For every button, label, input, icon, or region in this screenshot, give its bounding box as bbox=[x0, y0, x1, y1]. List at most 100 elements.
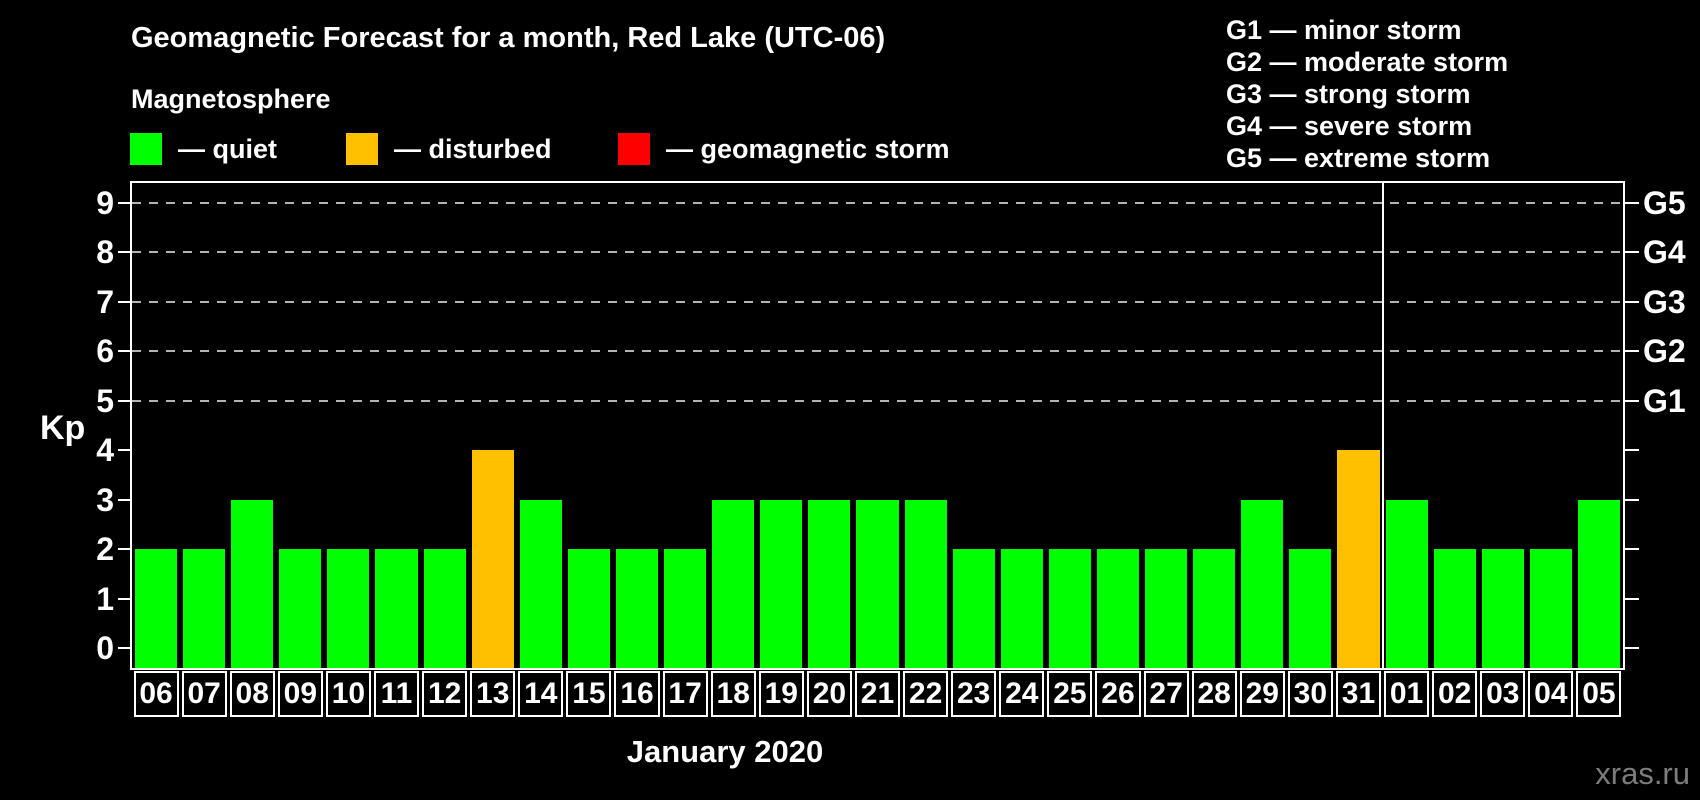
day-label-22: 22 bbox=[903, 671, 949, 717]
day-label-31: 31 bbox=[1335, 671, 1381, 717]
plot-area bbox=[130, 181, 1625, 670]
y-tick-right-2 bbox=[1625, 548, 1639, 551]
day-label-19: 19 bbox=[758, 671, 804, 717]
bar-day-30 bbox=[1289, 549, 1332, 668]
bar-day-11 bbox=[375, 549, 418, 668]
y-tick-label-9: 9 bbox=[96, 184, 114, 221]
legend-item-storm: — geomagnetic storm bbox=[618, 133, 950, 165]
bar-day-18 bbox=[712, 499, 755, 668]
y-tick-label-4: 4 bbox=[96, 432, 114, 469]
day-label-25: 25 bbox=[1047, 671, 1093, 717]
y-tick-left-8 bbox=[118, 251, 130, 254]
y-tick-label-3: 3 bbox=[96, 481, 114, 518]
gridline-kp7 bbox=[132, 300, 1623, 303]
g1-legend-line: G1 — minor storm bbox=[1226, 15, 1462, 45]
y-tick-right-5 bbox=[1625, 399, 1639, 402]
bar-day-29 bbox=[1241, 499, 1284, 668]
y-tick-label-7: 7 bbox=[96, 283, 114, 320]
g-scale-legend: G1 — minor storm G2 — moderate storm G3 … bbox=[1226, 14, 1508, 174]
day-label-13: 13 bbox=[470, 671, 516, 717]
bar-day-25 bbox=[1048, 549, 1091, 668]
quiet-color-swatch bbox=[130, 133, 162, 165]
g2-legend-line: G2 — moderate storm bbox=[1226, 47, 1509, 77]
bar-day-14 bbox=[519, 499, 562, 668]
storm-color-swatch bbox=[618, 133, 650, 165]
y-tick-left-2 bbox=[118, 548, 130, 551]
day-label-11: 11 bbox=[373, 671, 420, 717]
day-label-05: 05 bbox=[1576, 671, 1622, 717]
bar-day-28 bbox=[1193, 549, 1236, 668]
day-label-02: 02 bbox=[1432, 671, 1478, 717]
bar-day-01 bbox=[1385, 499, 1428, 668]
g-level-label-g1: G1 bbox=[1643, 382, 1686, 419]
bar-day-20 bbox=[808, 499, 851, 668]
g-level-label-g2: G2 bbox=[1643, 333, 1686, 370]
legend-label-storm: — geomagnetic storm bbox=[666, 134, 950, 164]
bar-day-07 bbox=[183, 549, 226, 668]
bar-day-24 bbox=[1000, 549, 1043, 668]
day-label-09: 09 bbox=[277, 671, 323, 717]
magnetosphere-label: Magnetosphere bbox=[131, 84, 331, 114]
day-label-29: 29 bbox=[1239, 671, 1285, 717]
bar-day-21 bbox=[856, 499, 899, 668]
legend-label-disturbed: — disturbed bbox=[394, 134, 552, 164]
gridline-kp9 bbox=[132, 201, 1623, 204]
g-level-label-g4: G4 bbox=[1643, 234, 1686, 271]
day-label-17: 17 bbox=[662, 671, 708, 717]
bar-day-16 bbox=[615, 549, 659, 668]
y-axis-title: Kp bbox=[40, 409, 86, 447]
bar-day-04 bbox=[1529, 549, 1572, 668]
legend-label-quiet: — quiet bbox=[178, 134, 277, 164]
day-label-20: 20 bbox=[806, 671, 852, 717]
y-tick-right-9 bbox=[1625, 201, 1639, 204]
bar-day-10 bbox=[327, 549, 370, 668]
bar-day-22 bbox=[904, 499, 947, 668]
month-separator bbox=[1381, 183, 1384, 668]
y-tick-left-3 bbox=[118, 498, 130, 501]
day-label-08: 08 bbox=[229, 671, 275, 717]
g3-legend-line: G3 — strong storm bbox=[1226, 79, 1471, 109]
day-label-10: 10 bbox=[325, 671, 371, 717]
y-tick-left-7 bbox=[118, 300, 130, 303]
y-tick-right-8 bbox=[1625, 251, 1639, 254]
day-label-15: 15 bbox=[566, 671, 612, 717]
month-label: January 2020 bbox=[626, 734, 824, 769]
bar-day-09 bbox=[279, 549, 322, 668]
day-label-03: 03 bbox=[1480, 671, 1526, 717]
y-tick-left-1 bbox=[118, 597, 130, 600]
y-tick-right-0 bbox=[1625, 647, 1639, 650]
bar-day-15 bbox=[567, 549, 610, 668]
y-tick-label-0: 0 bbox=[96, 630, 114, 667]
day-label-14: 14 bbox=[518, 671, 564, 717]
g5-legend-line: G5 — extreme storm bbox=[1226, 143, 1491, 173]
watermark: xras.ru bbox=[1595, 756, 1690, 791]
y-tick-label-6: 6 bbox=[96, 333, 114, 370]
day-label-04: 04 bbox=[1528, 671, 1574, 717]
day-label-16: 16 bbox=[614, 671, 660, 717]
y-tick-left-6 bbox=[118, 350, 130, 353]
day-label-26: 26 bbox=[1095, 671, 1141, 717]
g-level-label-g5: G5 bbox=[1643, 184, 1686, 221]
day-label-07: 07 bbox=[181, 671, 227, 717]
g-level-label-g3: G3 bbox=[1643, 283, 1686, 320]
day-label-18: 18 bbox=[710, 671, 756, 717]
bar-day-19 bbox=[760, 499, 803, 668]
bar-day-05 bbox=[1577, 499, 1620, 668]
legend-item-quiet: — quiet bbox=[130, 133, 277, 165]
day-label-24: 24 bbox=[999, 671, 1045, 717]
gridline-kp8 bbox=[132, 251, 1623, 254]
y-tick-label-5: 5 bbox=[96, 382, 114, 419]
bar-day-08 bbox=[231, 499, 274, 668]
gridline-kp6 bbox=[132, 350, 1623, 353]
bar-day-06 bbox=[135, 549, 178, 668]
day-label-21: 21 bbox=[854, 671, 901, 717]
gridline-kp5 bbox=[132, 399, 1623, 402]
day-label-01: 01 bbox=[1384, 671, 1430, 717]
y-tick-right-1 bbox=[1625, 597, 1639, 600]
y-tick-left-0 bbox=[118, 647, 130, 650]
g4-legend-line: G4 — severe storm bbox=[1226, 111, 1473, 141]
y-tick-label-2: 2 bbox=[96, 531, 114, 568]
y-tick-label-1: 1 bbox=[96, 580, 114, 617]
disturbed-color-swatch bbox=[346, 133, 378, 165]
